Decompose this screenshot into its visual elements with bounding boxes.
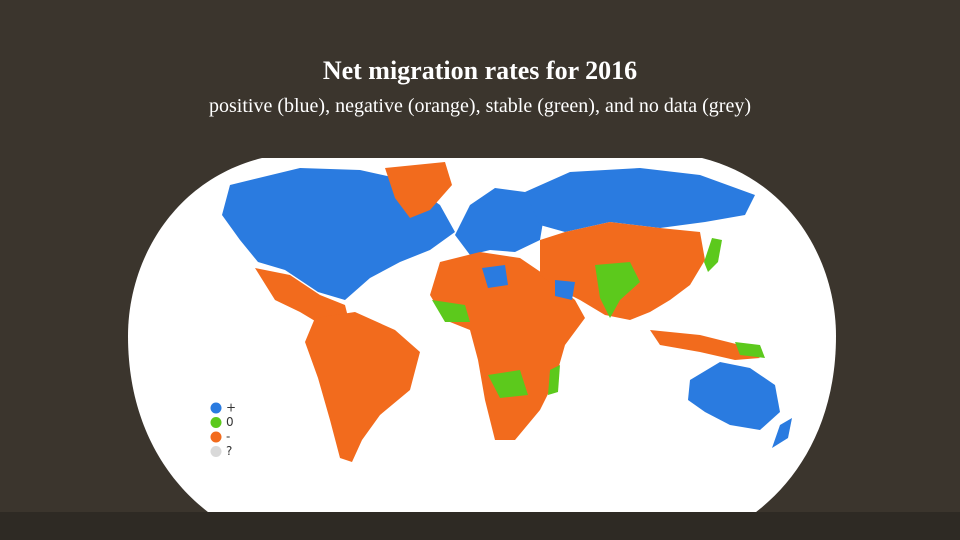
legend-swatch	[210, 417, 222, 428]
north-america	[222, 168, 455, 300]
africa-stable-west	[432, 300, 470, 322]
legend-swatch	[210, 402, 222, 414]
africa-positive	[482, 265, 508, 288]
india	[595, 262, 640, 318]
legend-label: -	[226, 430, 230, 444]
indonesia	[650, 330, 760, 360]
legend-swatch	[210, 446, 222, 457]
bottom-strip	[0, 512, 960, 540]
legend-swatch	[210, 431, 222, 443]
new-zealand	[772, 418, 792, 448]
greenland	[385, 162, 452, 218]
europe	[455, 188, 545, 255]
legend-label: ?	[226, 444, 232, 458]
middle-east-positive	[555, 280, 575, 300]
africa-stable-south	[488, 370, 528, 398]
australia	[688, 362, 780, 430]
south-america	[305, 312, 420, 462]
title: Net migration rates for 2016	[322, 56, 638, 85]
legend-label: 0	[226, 415, 234, 429]
central-america	[255, 268, 350, 330]
japan	[704, 238, 722, 272]
madagascar	[548, 365, 560, 395]
russia	[525, 168, 755, 232]
png	[735, 342, 765, 358]
legend-label: +	[226, 401, 236, 415]
subtitle: positive (blue), negative (orange), stab…	[209, 95, 751, 117]
legend: +0-?	[210, 401, 236, 458]
africa	[430, 252, 585, 440]
